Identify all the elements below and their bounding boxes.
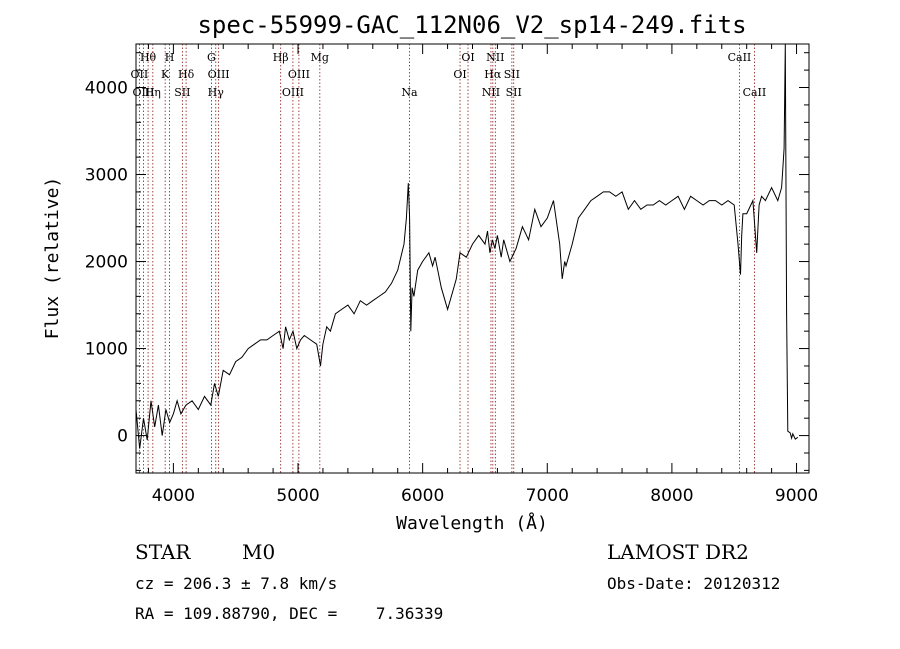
object-class: STAR (135, 540, 191, 564)
chart-title: spec-55999-GAC_112N06_V2_sp14-249.fits (197, 11, 746, 39)
spectrum-series (135, 43, 799, 449)
survey-name: LAMOST DR2 (607, 540, 749, 564)
x-tick-label: 6000 (401, 486, 444, 506)
spectral-line-label: Hγ (208, 86, 225, 99)
spectral-line-label: OIII (132, 86, 154, 99)
x-tick-label: 5000 (276, 486, 319, 506)
observation-date: Obs-Date: 20120312 (607, 574, 781, 593)
object-subclass: M0 (242, 540, 276, 564)
spectral-line-label: G (207, 51, 216, 64)
y-tick-label: 3000 (85, 166, 128, 186)
spectral-line-label: Hη (145, 86, 161, 99)
spectral-line-markers (138, 44, 755, 473)
y-tick-label: 0 (117, 427, 128, 447)
spectral-line-label: OIII (288, 68, 310, 81)
spectral-line-label: NII (486, 51, 504, 64)
spectral-line-label: Hδ (178, 68, 195, 81)
x-tick-label: 4000 (152, 486, 195, 506)
spectral-line-label: OIII (282, 86, 304, 99)
axis-ticks (136, 44, 809, 473)
spectral-line-label: Mg (311, 51, 329, 64)
spectral-line-label: OIII (208, 68, 230, 81)
plot-frame (135, 43, 810, 474)
spectral-line-label: OII (131, 68, 149, 81)
spectral-line-label: CaII (743, 86, 767, 99)
spectral-line-label: OI (461, 51, 474, 64)
spectral-line-label: K (161, 68, 170, 81)
spectral-line-label: Hθ (140, 51, 157, 64)
x-axis-label: Wavelength (Å) (396, 512, 548, 534)
x-tick-label: 8000 (650, 486, 693, 506)
spectrum-line (135, 43, 799, 449)
spectral-line-label: OI (453, 68, 466, 81)
x-tick-label: 7000 (526, 486, 569, 506)
spectral-line-label: H (165, 51, 175, 64)
spectral-line-label: Hβ (273, 51, 289, 64)
spectral-line-label: Na (401, 86, 418, 99)
y-tick-label: 1000 (85, 340, 128, 360)
y-axis-label: Flux (relative) (42, 177, 63, 340)
y-tick-label: 2000 (85, 253, 128, 273)
spectral-line-label: SII (174, 86, 190, 99)
spectral-line-label: CaII (728, 51, 752, 64)
y-tick-label: 4000 (85, 79, 128, 99)
spectral-line-label: Hα (484, 68, 502, 81)
spectral-line-label: SII (504, 68, 520, 81)
x-tick-label: 9000 (775, 486, 818, 506)
ra-dec-coordinates: RA = 109.88790, DEC = 7.36339 (135, 604, 444, 623)
redshift-velocity: cz = 206.3 ± 7.8 km/s (135, 574, 338, 593)
spectral-line-label: SII (506, 86, 522, 99)
axis-tick-labels: 4000 5000 6000 7000 8000 9000 0 1000 2000 3000 400… (85, 79, 818, 506)
spectral-line-label: NII (482, 86, 500, 99)
